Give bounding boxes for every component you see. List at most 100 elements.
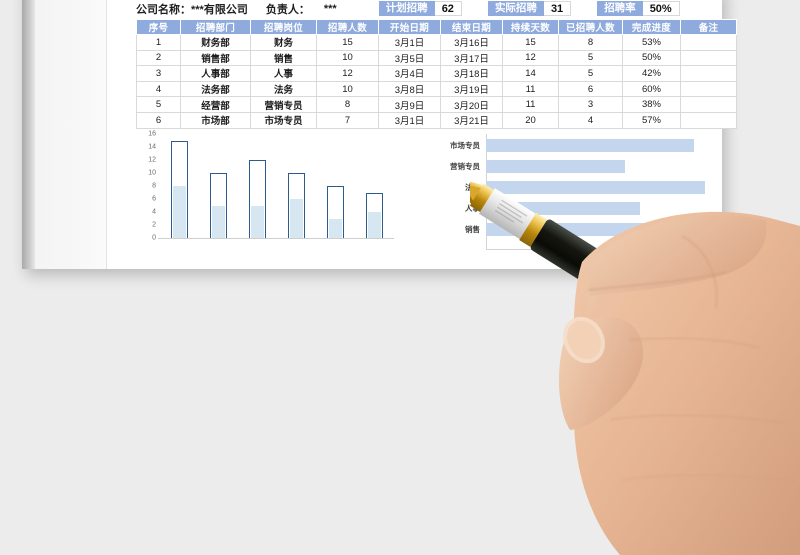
table-cell[interactable]: 销售部 — [180, 49, 251, 67]
table-cell[interactable] — [680, 65, 737, 82]
table-cell[interactable]: 法务 — [250, 80, 317, 98]
table-cell[interactable]: 1 — [136, 34, 181, 51]
table-cell[interactable]: 3月19日 — [440, 80, 503, 98]
table-row[interactable]: 6 市场部 市场专员 7 3月1日 3月21日 20 4 57% — [136, 111, 737, 129]
table-cell[interactable]: 38% — [622, 96, 681, 113]
table-cell[interactable] — [680, 34, 737, 51]
table-cell[interactable]: 12 — [502, 49, 559, 67]
table-cell[interactable]: 3月16日 — [440, 34, 503, 51]
table-cell[interactable] — [680, 49, 737, 67]
table-column-header[interactable]: 结束日期 — [440, 19, 503, 35]
table-cell[interactable]: 法务部 — [180, 80, 251, 98]
table-cell[interactable]: 11 — [502, 80, 559, 98]
table-cell[interactable]: 20 — [502, 111, 559, 129]
table-cell[interactable]: 14 — [502, 65, 559, 82]
table-cell[interactable]: 3月1日 — [378, 111, 441, 129]
table-cell[interactable]: 12 — [316, 65, 379, 82]
column-chart-bar[interactable] — [365, 134, 384, 238]
table-cell[interactable]: 10 — [316, 49, 379, 67]
completion-progress-bar[interactable] — [486, 181, 706, 194]
table-column-header[interactable]: 招聘人数 — [316, 19, 379, 35]
table-cell[interactable]: 4 — [558, 111, 623, 129]
table-cell[interactable]: 60% — [622, 80, 681, 98]
kpi-actual-value[interactable]: 31 — [543, 1, 572, 16]
table-cell[interactable]: 3月9日 — [378, 96, 441, 113]
table-cell[interactable]: 财务部 — [180, 34, 251, 51]
table-row[interactable]: 4 法务部 法务 10 3月8日 3月19日 11 6 60% — [136, 80, 737, 98]
column-chart-bar[interactable] — [326, 134, 345, 238]
column-chart-bar[interactable] — [170, 134, 189, 238]
column-chart-bar[interactable] — [248, 134, 267, 238]
table-cell[interactable]: 53% — [622, 34, 681, 51]
table-cell[interactable]: 7 — [316, 111, 379, 129]
table-cell[interactable]: 50% — [622, 49, 681, 67]
table-cell[interactable]: 42% — [622, 65, 681, 82]
column-chart-y-tick: 2 — [152, 221, 156, 229]
completion-progress-bar[interactable] — [486, 139, 695, 152]
completion-progress-bar[interactable] — [486, 160, 625, 173]
table-cell[interactable]: 3月21日 — [440, 111, 503, 129]
kpi-rate-value[interactable]: 50% — [642, 1, 680, 16]
table-cell[interactable]: 3 — [558, 96, 623, 113]
column-chart[interactable]: 16 14 12 10 8 6 4 2 0 — [132, 131, 394, 252]
column-chart-y-tick: 8 — [152, 182, 156, 190]
spreadsheet-sheet[interactable]: 公司名称： ***有限公司 负责人： *** 计划招聘 62 实际招聘 31 招… — [108, 0, 742, 269]
table-cell[interactable]: 4 — [136, 80, 181, 98]
table-cell[interactable]: 市场专员 — [250, 111, 317, 129]
table-cell[interactable]: 3月4日 — [378, 65, 441, 82]
kpi-planned-value[interactable]: 62 — [434, 1, 462, 16]
table-cell[interactable]: 3月20日 — [440, 96, 503, 113]
table-cell[interactable]: 人事 — [250, 65, 317, 82]
table-cell[interactable]: 8 — [558, 34, 623, 51]
table-body[interactable]: 1 财务部 财务 15 3月1日 3月16日 15 8 53% 2 销售部 销售 10 3月5日 3月17日… — [136, 34, 737, 129]
bar-chart-row[interactable]: 市场专员 — [428, 136, 742, 155]
table-cell[interactable]: 营销专员 — [250, 96, 317, 113]
table-cell[interactable]: 6 — [136, 111, 181, 129]
table-row[interactable]: 3 人事部 人事 12 3月4日 3月18日 14 5 42% — [136, 65, 737, 82]
table-cell[interactable]: 经营部 — [180, 96, 251, 113]
table-cell[interactable]: 3月1日 — [378, 34, 441, 51]
table-row[interactable]: 5 经营部 营销专员 8 3月9日 3月20日 11 3 38% — [136, 96, 737, 113]
table-cell[interactable]: 销售 — [250, 49, 317, 67]
table-cell[interactable] — [680, 80, 737, 98]
table-cell[interactable]: 6 — [558, 80, 623, 98]
table-cell[interactable]: 3月17日 — [440, 49, 503, 67]
table-cell[interactable]: 3 — [136, 65, 181, 82]
table-column-header[interactable]: 已招聘人数 — [558, 19, 623, 35]
table-cell[interactable]: 57% — [622, 111, 681, 129]
column-chart-bar[interactable] — [287, 134, 306, 238]
kpi-planned: 计划招聘 62 — [378, 1, 462, 16]
table-column-header[interactable]: 招聘岗位 — [250, 19, 317, 35]
table-column-header[interactable]: 完成进度 — [622, 19, 681, 35]
table-cell[interactable]: 人事部 — [180, 65, 251, 82]
table-cell[interactable]: 5 — [558, 49, 623, 67]
column-chart-bar[interactable] — [209, 134, 228, 238]
table-cell[interactable]: 11 — [502, 96, 559, 113]
bar-chart-row[interactable]: 营销专员 — [428, 157, 742, 176]
table-cell[interactable]: 15 — [502, 34, 559, 51]
company-name-value[interactable]: ***有限公司 — [191, 3, 248, 16]
table-column-header[interactable]: 序号 — [136, 19, 181, 35]
table-cell[interactable]: 3月8日 — [378, 80, 441, 98]
owner-value[interactable]: *** — [323, 2, 337, 15]
table-row[interactable]: 1 财务部 财务 15 3月1日 3月16日 15 8 53% — [136, 34, 737, 51]
table-cell[interactable]: 5 — [558, 65, 623, 82]
column-chart-plot — [160, 134, 394, 238]
table-column-header[interactable]: 招聘部门 — [180, 19, 251, 35]
table-cell[interactable]: 15 — [316, 34, 379, 51]
table-column-header[interactable]: 开始日期 — [378, 19, 441, 35]
table-cell[interactable]: 3月5日 — [378, 49, 441, 67]
table-cell[interactable]: 5 — [136, 96, 181, 113]
table-column-header[interactable]: 持续天数 — [502, 19, 559, 35]
table-cell[interactable]: 8 — [316, 96, 379, 113]
table-row[interactable]: 2 销售部 销售 10 3月5日 3月17日 12 5 50% — [136, 49, 737, 67]
table-column-header[interactable]: 备注 — [680, 19, 737, 35]
table-cell[interactable] — [680, 111, 737, 129]
table-cell[interactable] — [680, 96, 737, 113]
table-cell[interactable]: 2 — [136, 49, 181, 67]
table-cell[interactable]: 3月18日 — [440, 65, 503, 82]
table-cell[interactable]: 10 — [316, 80, 379, 98]
table-cell[interactable]: 市场部 — [180, 111, 251, 129]
table-cell[interactable]: 财务 — [250, 34, 317, 51]
